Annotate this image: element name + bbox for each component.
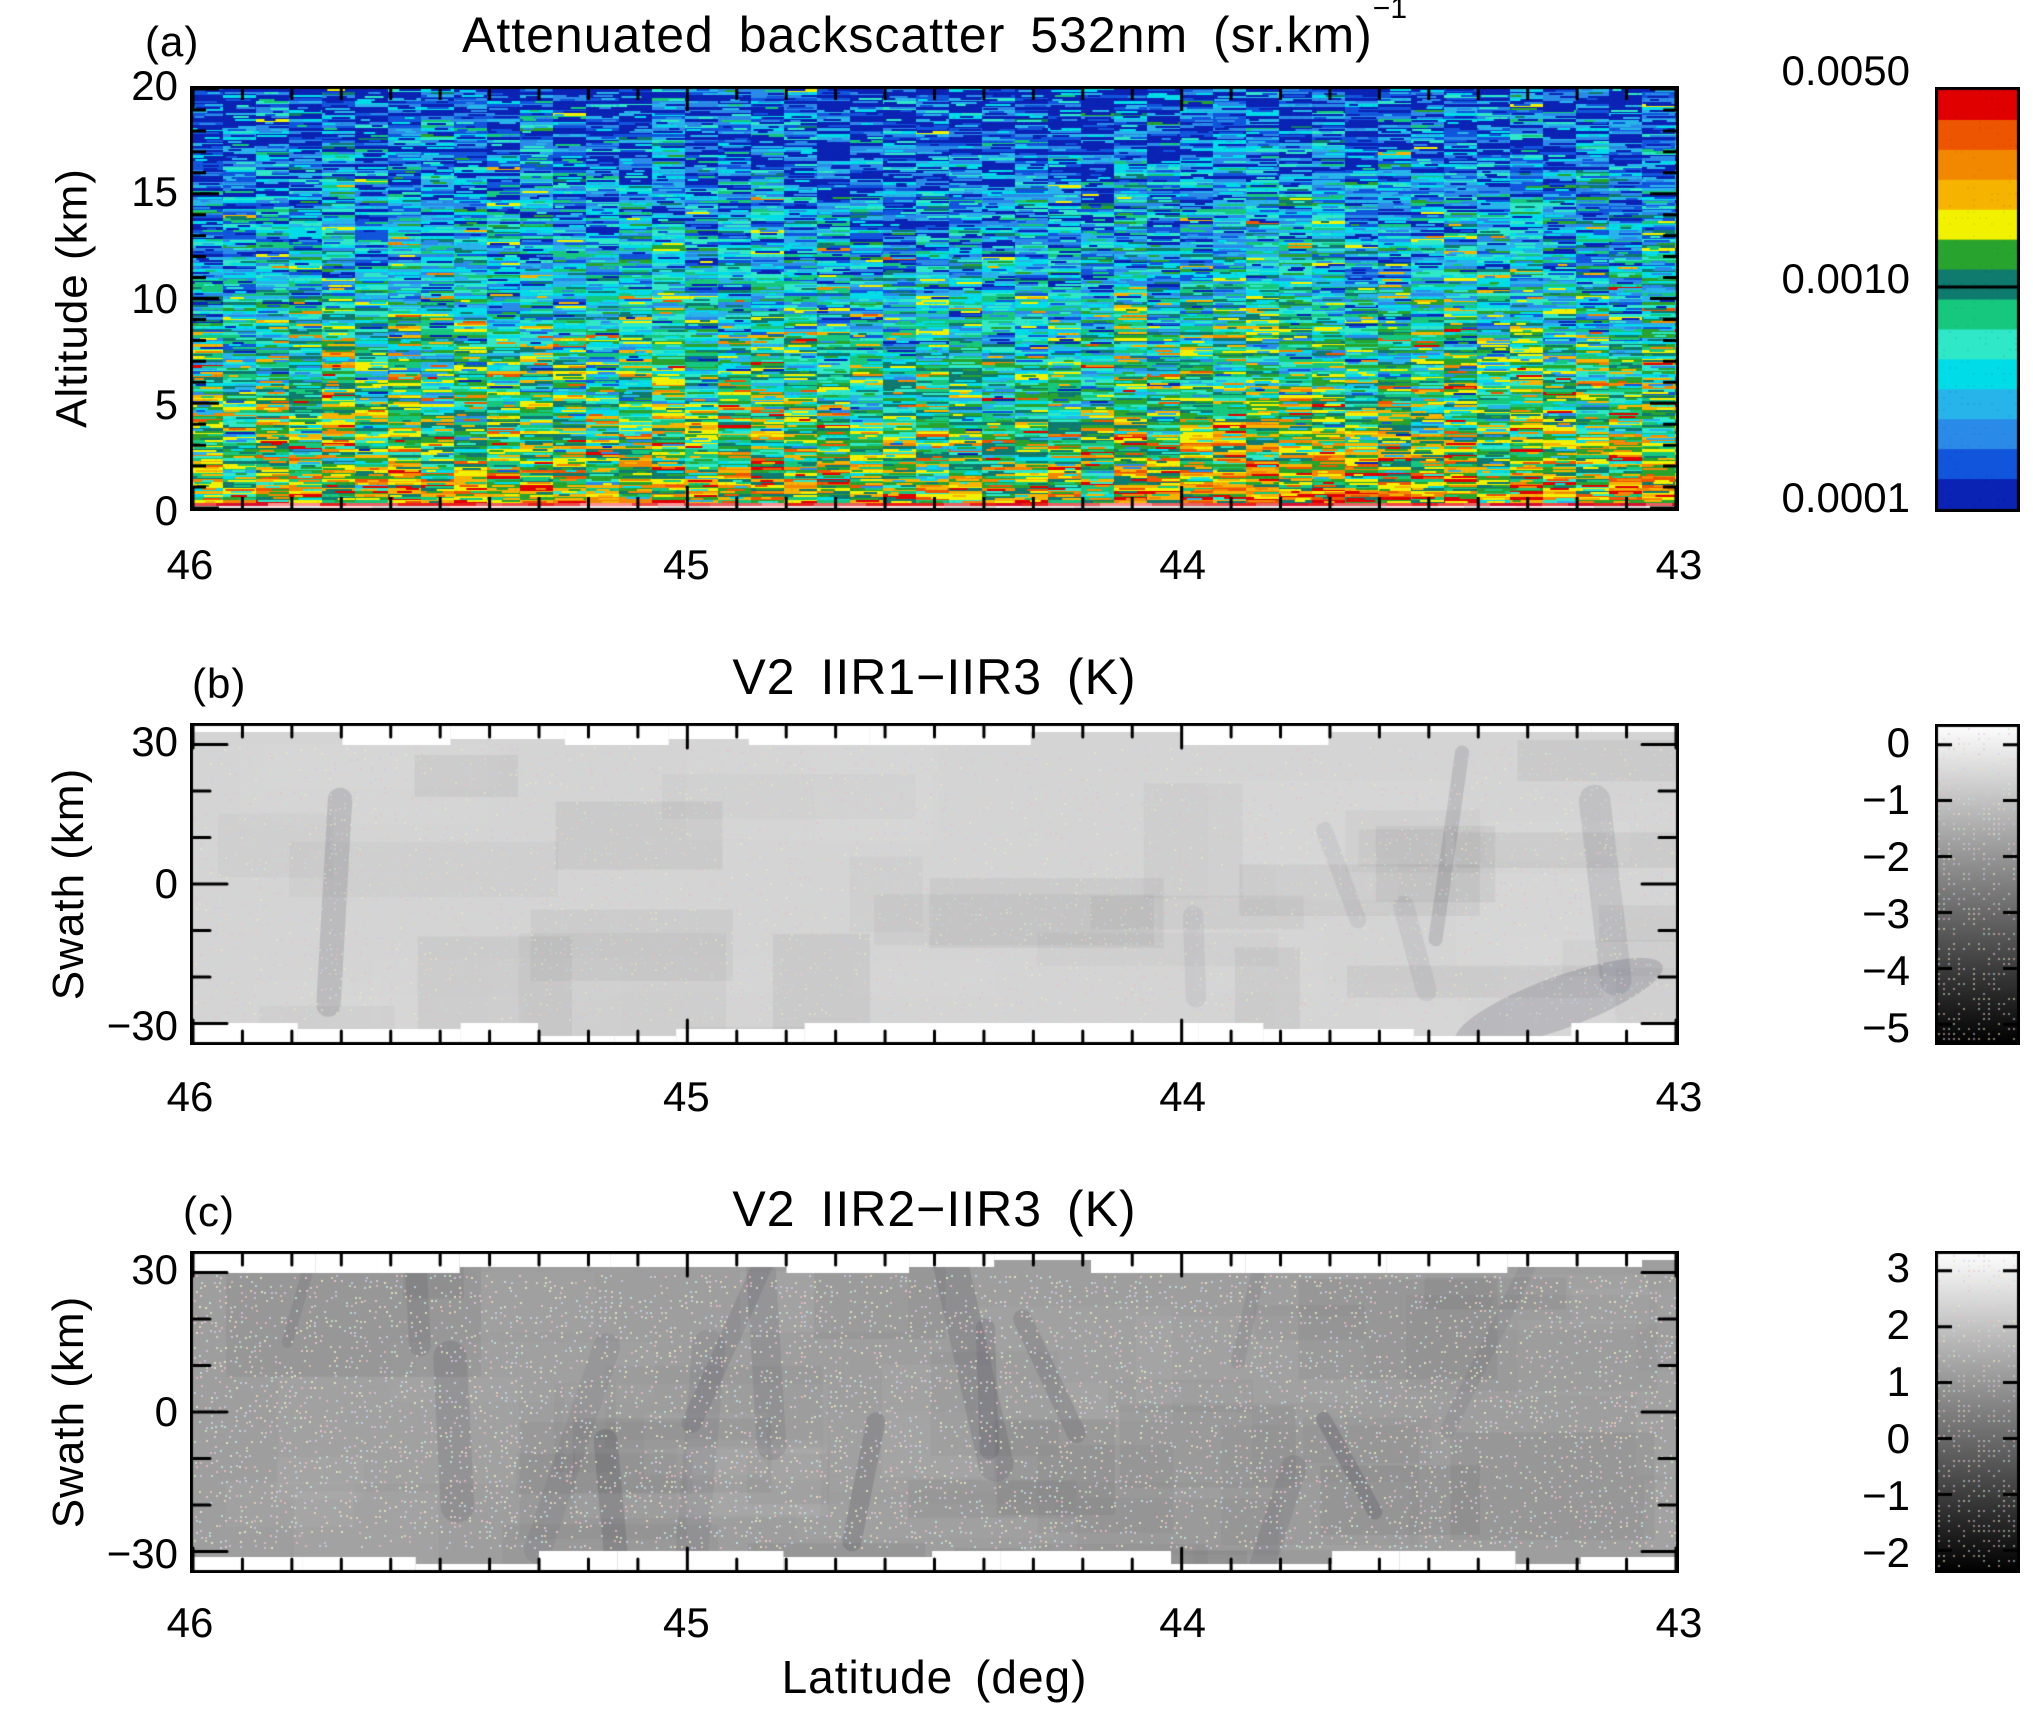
panel-a-xtick-labels: 46 45 44 43: [167, 540, 1703, 592]
panel-b-xtick-label: 45: [662, 1073, 710, 1120]
panel-b-title: V2 IIR1−IIR3 (K): [190, 648, 1679, 706]
panel-c-title: V2 IIR2−IIR3 (K): [190, 1180, 1679, 1238]
panel-b-colorbar-canvas: [1935, 724, 2020, 1045]
panel-b-ytick-label: 0: [154, 860, 178, 907]
panel-b-xtick-label: 44: [1159, 1073, 1207, 1120]
panel-a-colorbar-label: 0.0001: [1781, 474, 1910, 522]
panel-a-ytick-label: 5: [154, 380, 178, 428]
panel-c-colorbar-label: 3: [1886, 1244, 1910, 1292]
panel-a-ytick-labels: 20 15 10 5 0: [0, 65, 178, 532]
panel-a-title-text: Attenuated backscatter 532nm (sr.km): [461, 7, 1373, 63]
panel-c-xtick-label: 46: [166, 1599, 214, 1646]
panel-b-xtick-label: 46: [166, 1073, 214, 1120]
panel-a-colorbar-label: 0.0050: [1781, 47, 1910, 94]
panel-b-xtick-label: 43: [1655, 1073, 1703, 1120]
panel-a-title: Attenuated backscatter 532nm (sr.km)−1: [190, 0, 1679, 64]
panel-c-colorbar-label: 0: [1886, 1415, 1910, 1463]
panel-b-colorbar-label: −4: [1862, 947, 1910, 994]
panel-c-colorbar-labels: 3 2 1 0 −1 −2: [1680, 1230, 1922, 1594]
panel-c-xtick-label: 44: [1159, 1599, 1207, 1646]
panel-c-ytick-label: −30: [106, 1530, 178, 1578]
panel-a-xtick-label: 43: [1655, 541, 1703, 588]
panel-a-tag: (a): [145, 18, 200, 65]
panel-c-xtick-labels: 46 45 44 43: [167, 1598, 1703, 1650]
panel-b-colorbar-label: −5: [1862, 1004, 1910, 1052]
panel-a-colorbar-label: 0.0010: [1781, 255, 1910, 303]
panel-c-colorbar-canvas: [1935, 1251, 2020, 1573]
panel-c-colorbar-label: 2: [1886, 1301, 1910, 1349]
panel-c-colorbar-label: 1: [1886, 1358, 1910, 1406]
panel-b-heatmap-canvas: [190, 723, 1679, 1045]
panel-a-ytick-label: 15: [131, 168, 178, 216]
panel-a-xtick-label: 46: [166, 541, 214, 588]
panel-c-ytick-labels: 30 0 −30: [0, 1230, 178, 1594]
panel-c-colorbar-label: −1: [1862, 1472, 1910, 1520]
panel-b-xtick-labels: 46 45 44 43: [167, 1072, 1703, 1124]
panel-a-colorbar-labels: 0.0050 0.0010 0.0001: [1680, 50, 1922, 533]
panel-b-tag: (b): [192, 660, 247, 707]
panel-a-heatmap-canvas: [190, 86, 1679, 511]
panel-a-xtick-label: 44: [1159, 541, 1207, 588]
x-axis-label: Latitude (deg): [781, 1651, 1088, 1703]
panel-c-xtick-label: 43: [1655, 1599, 1703, 1646]
panel-a-colorbar-canvas: [1935, 87, 2020, 512]
panel-c-title-text: V2 IIR2−IIR3 (K): [732, 1181, 1137, 1237]
panel-b-title-text: V2 IIR1−IIR3 (K): [732, 649, 1137, 705]
panel-c-colorbar-label: −2: [1862, 1529, 1910, 1577]
panel-b-ytick-label: −30: [106, 1002, 178, 1050]
panel-c-heatmap-canvas: [190, 1251, 1679, 1573]
panel-b-colorbar-label: 0: [1886, 718, 1910, 766]
panel-a-ytick-label: 0: [154, 487, 178, 534]
panel-b-colorbar-label: −3: [1862, 890, 1910, 937]
panel-c-tag: (c): [183, 1188, 235, 1235]
panel-c-ytick-label: 30: [131, 1245, 178, 1293]
panel-b-colorbar-label: −2: [1862, 832, 1910, 880]
panel-b-colorbar-labels: 0 −1 −2 −3 −4 −5: [1680, 703, 1922, 1066]
panel-a-ytick-label: 10: [131, 274, 178, 322]
panel-a-xtick-label: 45: [662, 541, 710, 588]
panel-b-ytick-labels: 30 0 −30: [0, 702, 178, 1066]
panel-c-ytick-label: 0: [154, 1388, 178, 1435]
panel-b-ytick-label: 30: [131, 717, 178, 765]
panel-c-xtick-label: 45: [662, 1599, 710, 1646]
panel-b-colorbar-label: −1: [1862, 775, 1910, 823]
panel-a-ytick-label: 20: [131, 62, 178, 109]
panel-a-title-exponent: −1: [1372, 0, 1408, 26]
